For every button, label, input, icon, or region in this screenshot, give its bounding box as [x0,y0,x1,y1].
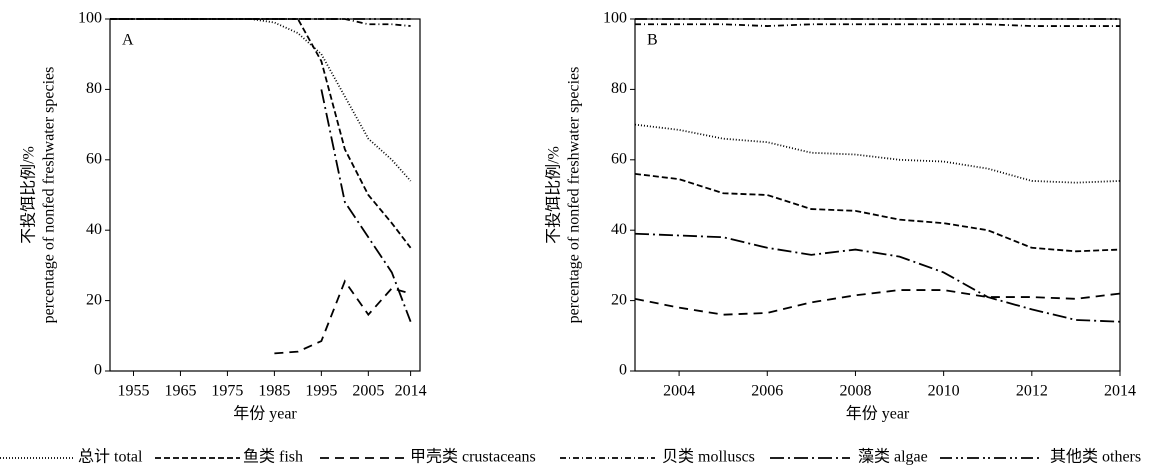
x-tick-label: 1955 [117,383,149,400]
x-tick-label: 2010 [928,383,960,400]
x-tick-label: 2012 [1016,383,1048,400]
x-tick-label: 2014 [395,383,427,400]
series-line [274,279,411,355]
y-tick-label: 40 [86,221,102,238]
legend-label: 鱼类 fish [243,448,303,466]
legend-label: 藻类 algae [858,448,928,466]
y-axis-label: percentage of nonfed freshwater species [41,67,58,324]
legend-label: 甲壳类 crustaceans [410,448,536,466]
y-tick-label: 40 [611,221,627,238]
y-tick-label: 0 [619,362,627,379]
plot-frame [634,18,1121,372]
series-line [634,172,1121,253]
legend-label: 其他类 others [1050,448,1141,466]
series-line [635,23,1120,27]
series-line [634,123,1121,184]
series-line [110,18,412,249]
y-tick-label: 80 [86,80,102,97]
y-tick-label: 80 [611,80,627,97]
x-tick-label: 1975 [211,383,243,400]
x-axis-label: 年份 year [233,405,297,423]
y-axis-label: 不投饵比例/% [20,146,38,244]
y-tick-label: 0 [94,362,102,379]
y-tick-label: 20 [611,291,627,308]
series-line [634,232,1121,323]
series-line [320,89,412,323]
y-tick-label: 100 [603,10,627,27]
y-tick-label: 60 [611,150,627,167]
panel-label: A [122,32,134,49]
x-tick-label: 2005 [352,383,384,400]
x-tick-label: 2006 [751,383,783,400]
x-tick-label: 2014 [1104,383,1136,400]
x-tick-label: 2004 [663,383,695,400]
y-tick-label: 60 [86,150,102,167]
x-tick-label: 1985 [258,383,290,400]
y-tick-label: 20 [86,291,102,308]
panel-label: B [647,32,658,49]
y-axis-label: 不投饵比例/% [545,146,563,244]
legend-label: 总计 total [78,448,143,466]
x-tick-label: 1995 [305,383,337,400]
series-line [110,18,412,182]
legend-label: 贝类 molluscs [662,448,755,466]
plot-frame [109,18,421,372]
x-tick-label: 2008 [839,383,871,400]
y-axis-label: percentage of nonfed freshwater species [566,67,583,324]
series-line [634,289,1121,316]
y-tick-label: 100 [78,10,102,27]
x-axis-label: 年份 year [846,405,910,423]
x-tick-label: 1965 [164,383,196,400]
